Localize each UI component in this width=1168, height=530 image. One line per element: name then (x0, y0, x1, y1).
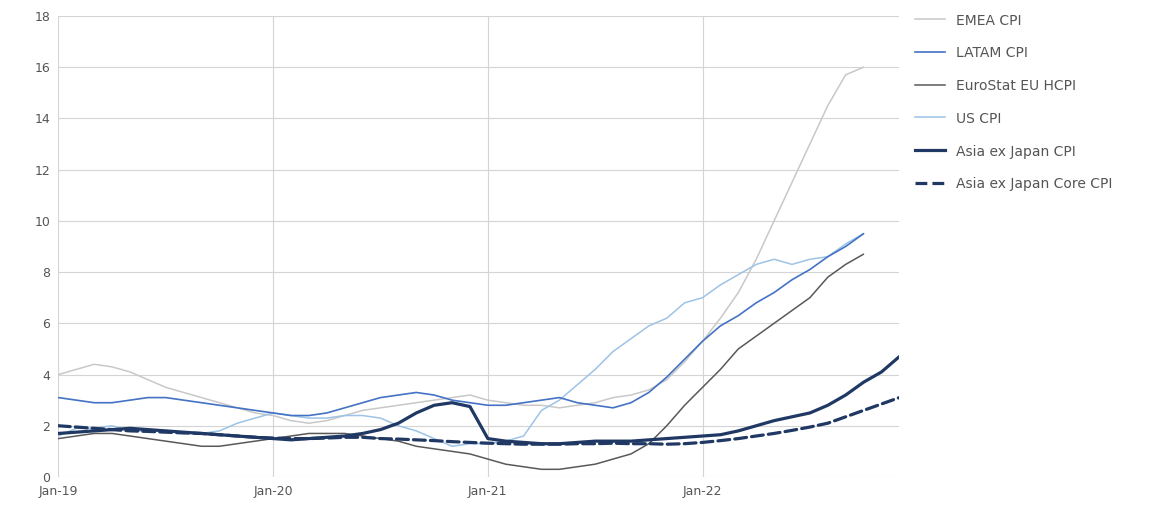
Legend: EMEA CPI, LATAM CPI, EuroStat EU HCPI, US CPI, Asia ex Japan CPI, Asia ex Japan : EMEA CPI, LATAM CPI, EuroStat EU HCPI, U… (915, 14, 1113, 191)
